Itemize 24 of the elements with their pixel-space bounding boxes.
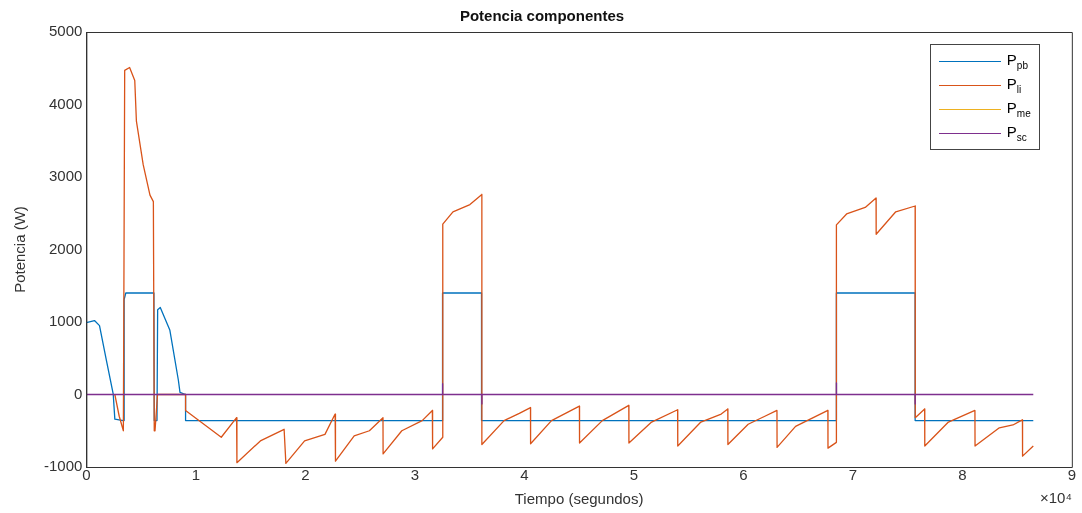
y-tick-label: 0 [74, 384, 83, 402]
text: ×10⁴ [1039, 488, 1072, 506]
y-tick-label: 1000 [48, 312, 83, 330]
y-tick-label: 5000 [48, 22, 83, 40]
legend-label: P$_{li}$ [1006, 75, 1022, 95]
legend-label: P$_{pb}$ [1006, 51, 1028, 71]
x-tick-label: 8 [958, 466, 967, 484]
x-tick-label: 9 [1067, 466, 1076, 484]
x-tick-label: 1 [191, 466, 201, 484]
y-tick-label: -1000 [43, 457, 83, 475]
y-axis-title: Potencia (W) [11, 206, 29, 293]
y-tick-label: 2000 [48, 239, 83, 257]
chart-title: Potencia componentes [459, 7, 625, 25]
y-tick-label: 4000 [48, 94, 83, 112]
x-tick-label: 7 [848, 466, 858, 484]
y-tick-label: 3000 [48, 167, 83, 185]
x-tick-label: 4 [520, 466, 529, 484]
legend-label: P$_{sc}$ [1006, 123, 1027, 143]
x-tick-label: 2 [301, 466, 310, 484]
x-tick-label: 6 [739, 466, 748, 484]
legend-label: P$_{me}$ [1006, 99, 1031, 119]
x-axis-title: Tiempo (segundos) [514, 490, 644, 508]
x-tick-label: 3 [410, 466, 420, 484]
x-tick-label: 5 [629, 466, 639, 484]
